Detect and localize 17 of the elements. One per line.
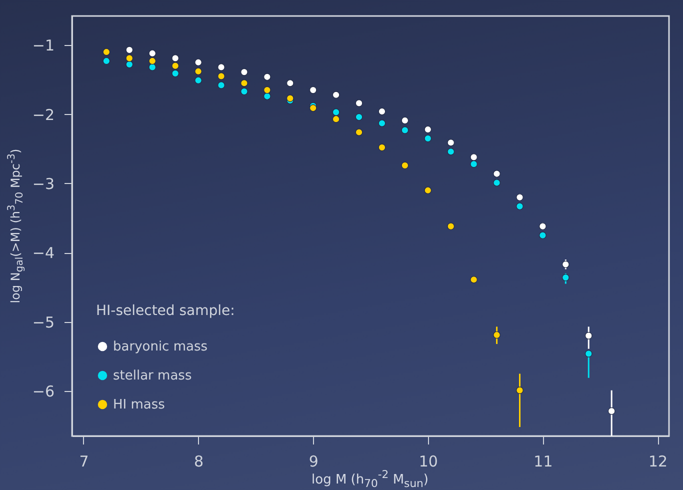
x-tick-label: 11 — [534, 452, 553, 470]
x-tick-label: 10 — [418, 452, 438, 470]
y-tick-label: −3 — [32, 174, 54, 193]
y-tick-label: −6 — [32, 382, 54, 401]
legend-label: HI mass — [113, 398, 166, 412]
y-tick-label: −5 — [32, 313, 54, 332]
legend-title: HI-selected sample: — [96, 303, 235, 319]
x-axis-title: log M (h$_{70}$$^{-2}$ M$_{sun}$) — [312, 468, 428, 490]
y-tick-label: −2 — [32, 106, 54, 124]
x-tick-label: 12 — [648, 452, 668, 470]
x-tick-label: 7 — [79, 452, 89, 470]
x-tick-label: 9 — [308, 452, 318, 470]
x-tick-label: 8 — [194, 452, 204, 470]
y-tick-label: −1 — [32, 36, 54, 55]
y-tick-label: −4 — [32, 244, 54, 262]
legend-label: stellar mass — [113, 368, 192, 384]
legend-label: baryonic mass — [113, 340, 208, 354]
